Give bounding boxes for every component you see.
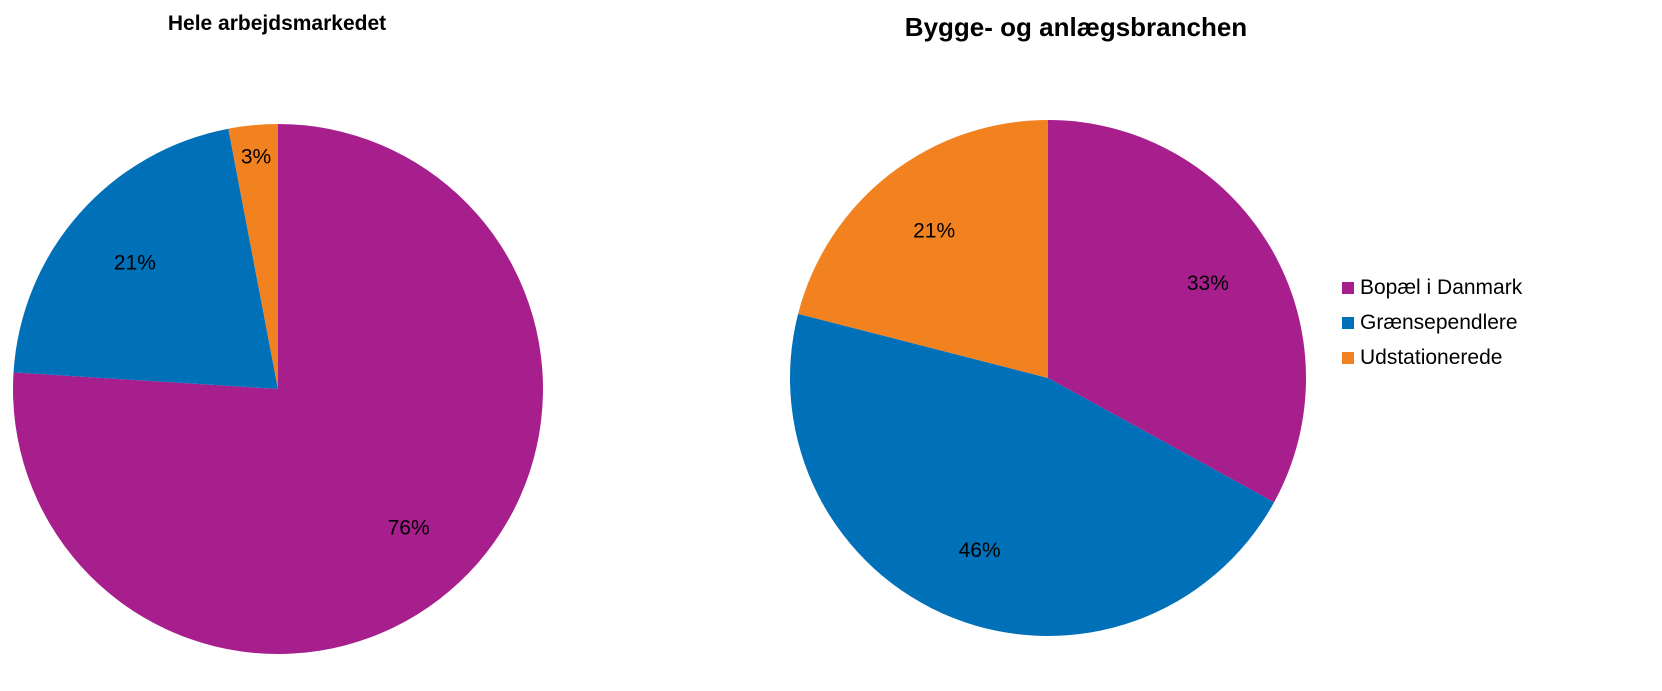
legend-swatch-udstationerede: [1342, 351, 1354, 364]
data-label-udstationerede: 21%: [913, 220, 955, 243]
legend-item-udstationerede: Udstationerede: [1342, 340, 1522, 375]
data-label-bopael: 33%: [1187, 272, 1229, 295]
chart-title-left: Hele arbejdsmarkedet: [167, 12, 387, 35]
pie-slice-bopael: [1048, 120, 1307, 503]
pie-left: 76% 21% 3%: [13, 124, 544, 654]
data-label-graensependlere: 21%: [114, 251, 156, 274]
pie-slice-graensependlere: [13, 128, 278, 389]
legend-item-bopael: Bopæl i Danmark: [1342, 270, 1522, 305]
pie-right: 33% 46% 21%: [789, 120, 1307, 637]
legend-label: Grænsependlere: [1360, 310, 1518, 334]
legend-label: Bopæl i Danmark: [1360, 275, 1523, 299]
pie-slice-udstationerede: [798, 120, 1048, 378]
pie-slice-graensependlere: [789, 313, 1275, 637]
data-label-graensependlere: 46%: [959, 539, 1001, 562]
pie-slice-udstationerede: [228, 124, 278, 389]
legend-swatch-bopael: [1342, 281, 1354, 294]
chart-title-right: Bygge- og anlægsbranchen: [904, 12, 1248, 42]
legend-swatch-graensependlere: [1342, 316, 1354, 329]
legend: Bopæl i Danmark Grænsependlere Udstation…: [1342, 270, 1522, 375]
legend-label: Udstationerede: [1360, 345, 1503, 369]
data-label-udstationerede: 3%: [241, 145, 271, 168]
data-label-bopael: 76%: [388, 517, 430, 540]
legend-item-graensependlere: Grænsependlere: [1342, 305, 1522, 340]
